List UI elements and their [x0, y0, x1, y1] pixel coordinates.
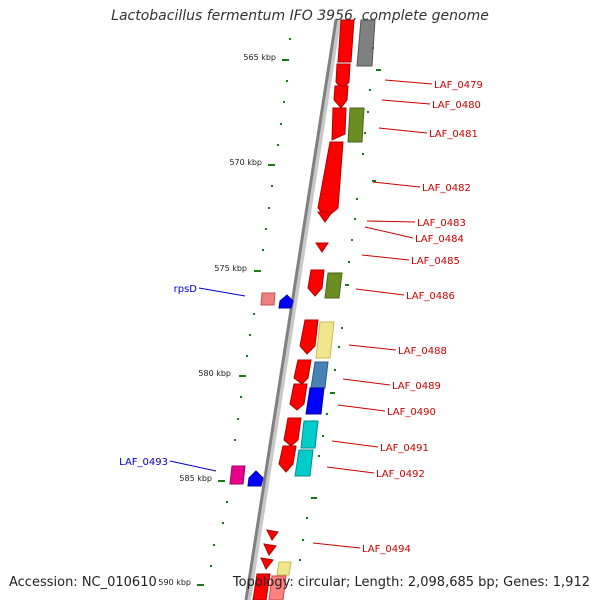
gene-features — [229, 19, 376, 600]
gene-label[interactable]: LAF_0485 — [411, 256, 460, 267]
scale-tick-label: 575 kbp — [214, 264, 247, 273]
map-title: Lactobacillus fermentum IFO 3956, comple… — [111, 8, 489, 24]
scale-tick-label: 585 kbp — [179, 474, 212, 483]
label-leader — [366, 220, 416, 223]
gene-label[interactable]: LAF_0492 — [376, 469, 425, 480]
gene-feature[interactable] — [331, 107, 347, 141]
gene-feature[interactable] — [260, 557, 274, 570]
label-leader — [331, 440, 379, 448]
scale-ticks: 565 kbp 570 kbp 575 kbp 580 kbp 585 kbp … — [158, 53, 289, 587]
label-leader — [384, 79, 433, 85]
gene-label[interactable]: LAF_0484 — [415, 234, 464, 245]
gene-feature[interactable] — [247, 470, 264, 487]
gene-label[interactable]: LAF_0493 — [119, 457, 168, 468]
label-leader — [378, 127, 428, 134]
gene-label[interactable]: LAF_0491 — [380, 443, 429, 454]
left-gene-labels: rpsD LAF_0493 — [119, 284, 246, 472]
gene-feature[interactable] — [252, 573, 271, 600]
label-leader — [169, 460, 217, 472]
gene-feature[interactable] — [347, 107, 365, 143]
gene-feature[interactable] — [260, 292, 276, 306]
label-leader — [326, 466, 375, 474]
label-leader — [337, 404, 386, 412]
scale-tick-label: 580 kbp — [198, 369, 231, 378]
gene-feature[interactable] — [337, 19, 355, 63]
gene-label[interactable]: LAF_0490 — [387, 407, 436, 418]
gene-feature[interactable] — [283, 417, 302, 447]
gene-label[interactable]: rpsD — [174, 284, 198, 295]
gene-feature[interactable] — [324, 272, 343, 299]
gene-label[interactable]: LAF_0483 — [417, 218, 466, 229]
gene-feature[interactable] — [266, 529, 279, 541]
gene-feature[interactable] — [315, 242, 329, 253]
minor-ticks — [210, 38, 381, 567]
scale-tick-label: 565 kbp — [243, 53, 276, 62]
gene-label[interactable]: LAF_0481 — [429, 129, 478, 140]
gene-feature[interactable] — [333, 85, 349, 109]
gene-feature[interactable] — [305, 387, 325, 415]
gene-feature[interactable] — [294, 449, 314, 477]
gene-feature[interactable] — [356, 19, 376, 67]
genome-backbone-shadow — [245, 19, 341, 600]
gene-label[interactable]: LAF_0486 — [406, 291, 455, 302]
genome-summary-text: Topology: circular; Length: 2,098,685 bp… — [232, 575, 590, 590]
right-gene-labels: LAF_0479 LAF_0480 LAF_0481 LAF_0482 LAF_… — [312, 79, 483, 555]
gene-feature[interactable] — [276, 561, 292, 576]
gene-label[interactable]: LAF_0480 — [432, 100, 481, 111]
label-leader — [348, 344, 397, 351]
genome-backbone — [244, 19, 338, 600]
label-leader — [342, 378, 391, 386]
label-leader — [355, 288, 405, 296]
gene-feature[interactable] — [315, 321, 335, 359]
gene-label[interactable]: LAF_0494 — [362, 544, 411, 555]
gene-feature[interactable] — [300, 420, 319, 449]
gene-feature[interactable] — [317, 211, 333, 223]
scale-tick-label: 590 kbp — [158, 578, 191, 587]
gene-feature[interactable] — [293, 359, 312, 385]
gene-label[interactable]: LAF_0482 — [422, 183, 471, 194]
gene-feature[interactable] — [229, 465, 246, 485]
gene-label[interactable]: LAF_0488 — [398, 346, 447, 357]
gene-feature[interactable] — [278, 445, 297, 473]
label-leader — [312, 542, 361, 549]
gene-label[interactable]: LAF_0479 — [434, 80, 483, 91]
gene-feature[interactable] — [317, 141, 344, 219]
label-leader — [372, 181, 421, 188]
gene-feature[interactable] — [310, 361, 329, 389]
label-leader — [198, 287, 246, 297]
label-leader — [361, 254, 410, 261]
label-leader — [364, 226, 414, 239]
gene-feature[interactable] — [299, 319, 319, 355]
gene-label[interactable]: LAF_0489 — [392, 381, 441, 392]
gene-feature[interactable] — [307, 269, 325, 297]
gene-feature[interactable] — [268, 575, 287, 600]
gene-feature[interactable] — [289, 383, 308, 411]
label-leader — [381, 99, 431, 105]
accession-text: Accession: NC_010610 — [9, 575, 157, 590]
gene-feature[interactable] — [278, 294, 294, 309]
scale-tick-label: 570 kbp — [229, 158, 262, 167]
gene-feature[interactable] — [263, 543, 277, 556]
